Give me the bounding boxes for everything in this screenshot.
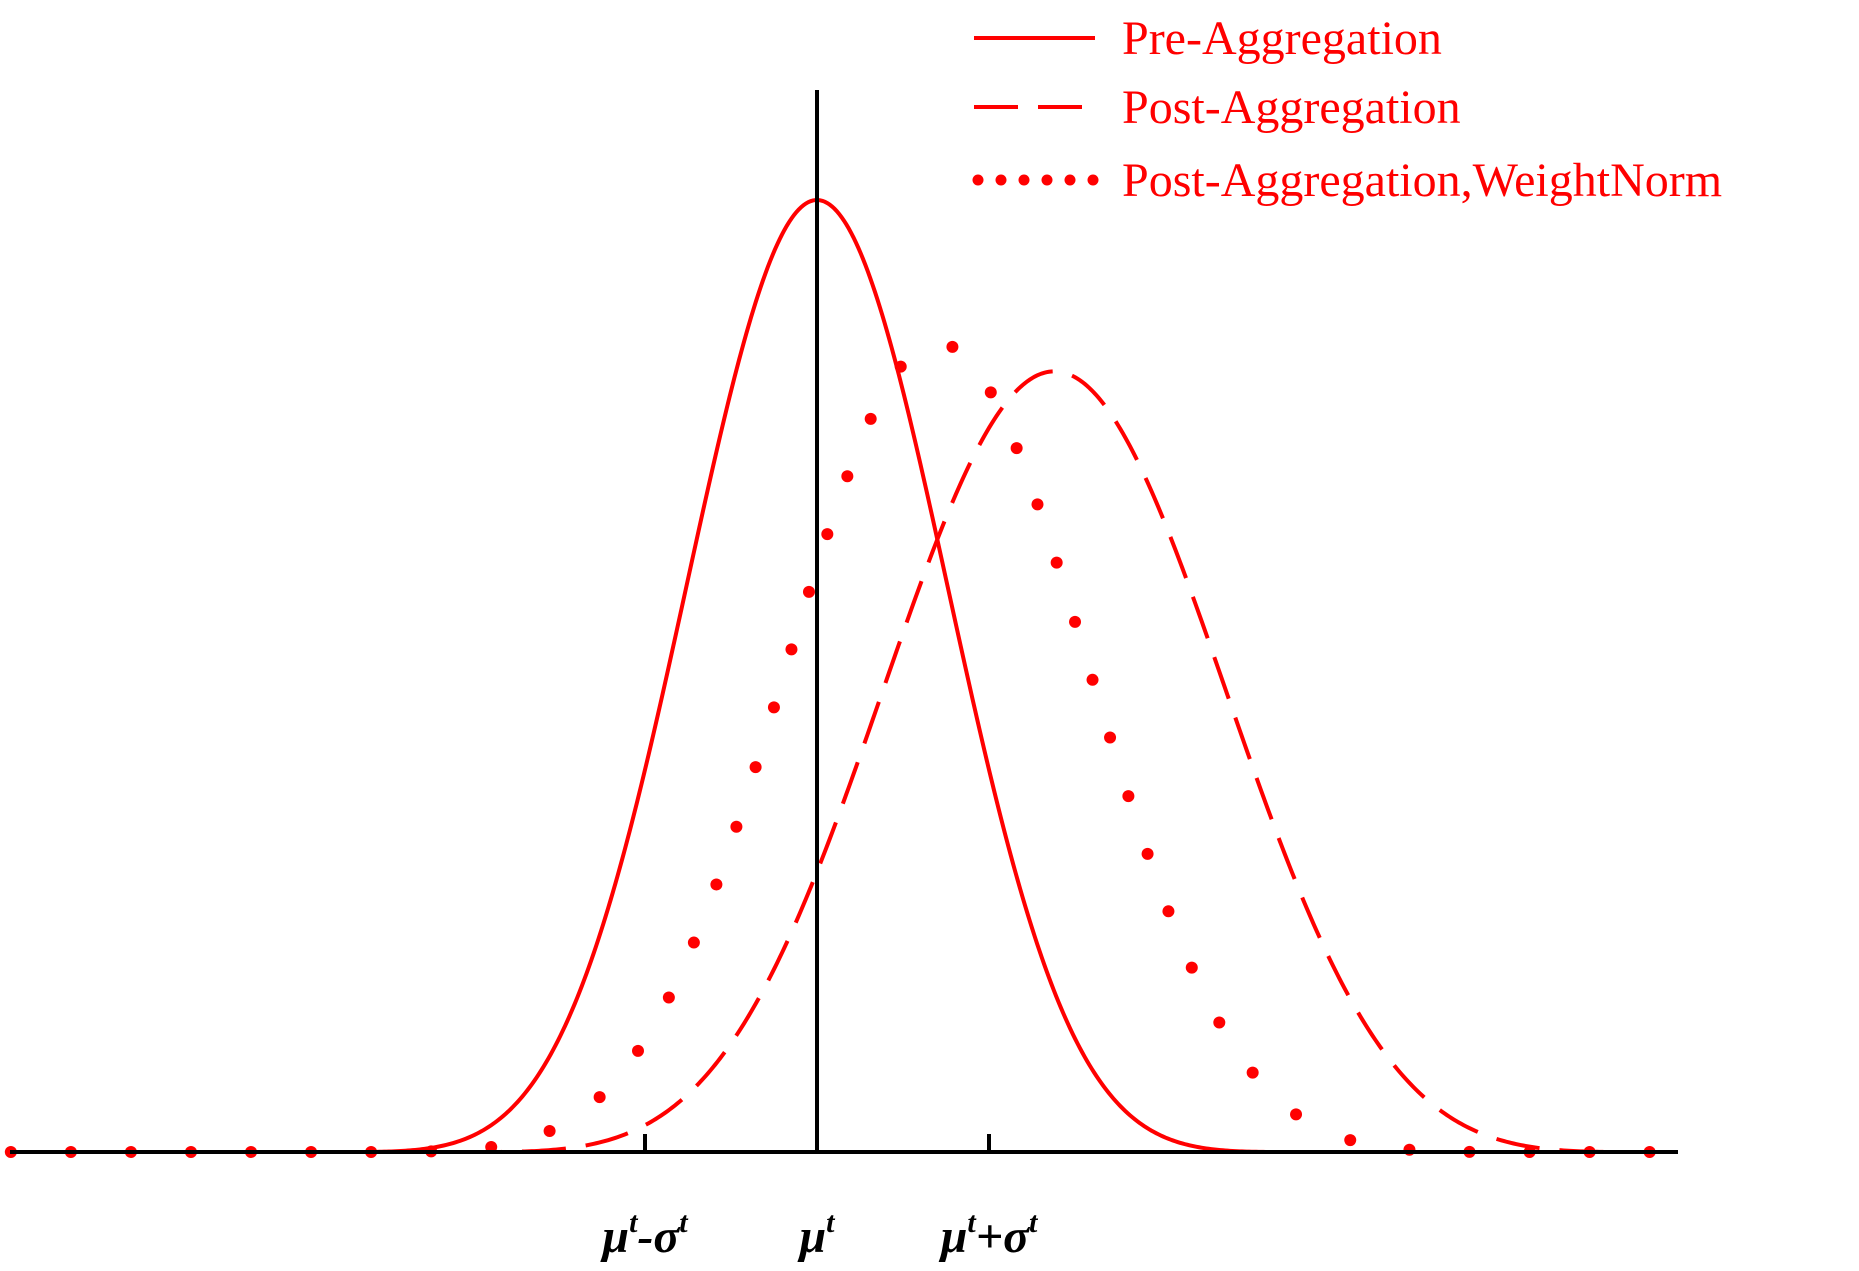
legend-swatch bbox=[972, 174, 1099, 186]
legend: Pre-Aggregation Post-Aggregation Post-Aggr… bbox=[972, 12, 1722, 207]
series-point bbox=[946, 340, 959, 353]
series-point bbox=[984, 386, 997, 399]
series-point bbox=[1246, 1066, 1259, 1079]
legend-label: Post-Aggregation,WeightNorm bbox=[1122, 154, 1722, 207]
series-point bbox=[894, 360, 907, 373]
legend-label: Post-Aggregation bbox=[1122, 81, 1461, 134]
series-point bbox=[1344, 1134, 1357, 1147]
series-point bbox=[632, 1044, 644, 1057]
series-point bbox=[864, 412, 877, 425]
x-tick-label: μt+σt bbox=[938, 1206, 1039, 1263]
axes bbox=[10, 90, 1678, 1154]
series-point bbox=[710, 878, 723, 891]
series-point bbox=[1122, 790, 1135, 803]
series-point bbox=[749, 761, 762, 774]
legend-item-post-aggregation: Post-Aggregation bbox=[974, 81, 1461, 134]
series-point bbox=[1069, 615, 1082, 628]
series-point bbox=[687, 936, 700, 949]
series-point bbox=[1050, 556, 1063, 569]
x-tick-label: μt bbox=[796, 1206, 836, 1263]
series-point bbox=[802, 585, 815, 598]
series-point bbox=[1213, 1016, 1226, 1029]
series-point bbox=[1010, 442, 1023, 455]
series-point bbox=[841, 470, 854, 483]
series-point bbox=[1141, 847, 1154, 860]
series-point bbox=[1104, 731, 1117, 744]
series-point bbox=[1185, 961, 1198, 974]
legend-item-post-aggregation-weightnorm: Post-Aggregation,WeightNorm bbox=[972, 154, 1722, 207]
legend-item-pre-aggregation: Pre-Aggregation bbox=[974, 12, 1442, 65]
series-point bbox=[543, 1125, 556, 1138]
series-pre-aggregation bbox=[10, 198, 1678, 1154]
series-point bbox=[1086, 673, 1099, 686]
legend-label: Pre-Aggregation bbox=[1122, 12, 1442, 65]
series-point bbox=[785, 643, 798, 656]
series-point bbox=[1162, 905, 1175, 918]
series-point bbox=[593, 1091, 606, 1104]
plot-area bbox=[4, 198, 1678, 1158]
x-tick-label: μt-σt bbox=[599, 1206, 689, 1263]
series-point bbox=[767, 701, 780, 714]
series-point bbox=[1290, 1108, 1303, 1121]
series-point bbox=[821, 528, 834, 541]
series-point bbox=[1031, 498, 1044, 511]
series-post-aggregation bbox=[10, 369, 1678, 1154]
series-point bbox=[662, 991, 675, 1004]
series-point bbox=[730, 820, 743, 833]
x-ticks: μt-σt μt μt+σt bbox=[599, 1134, 1039, 1263]
series-post-aggregation-weightnorm bbox=[4, 340, 1656, 1158]
